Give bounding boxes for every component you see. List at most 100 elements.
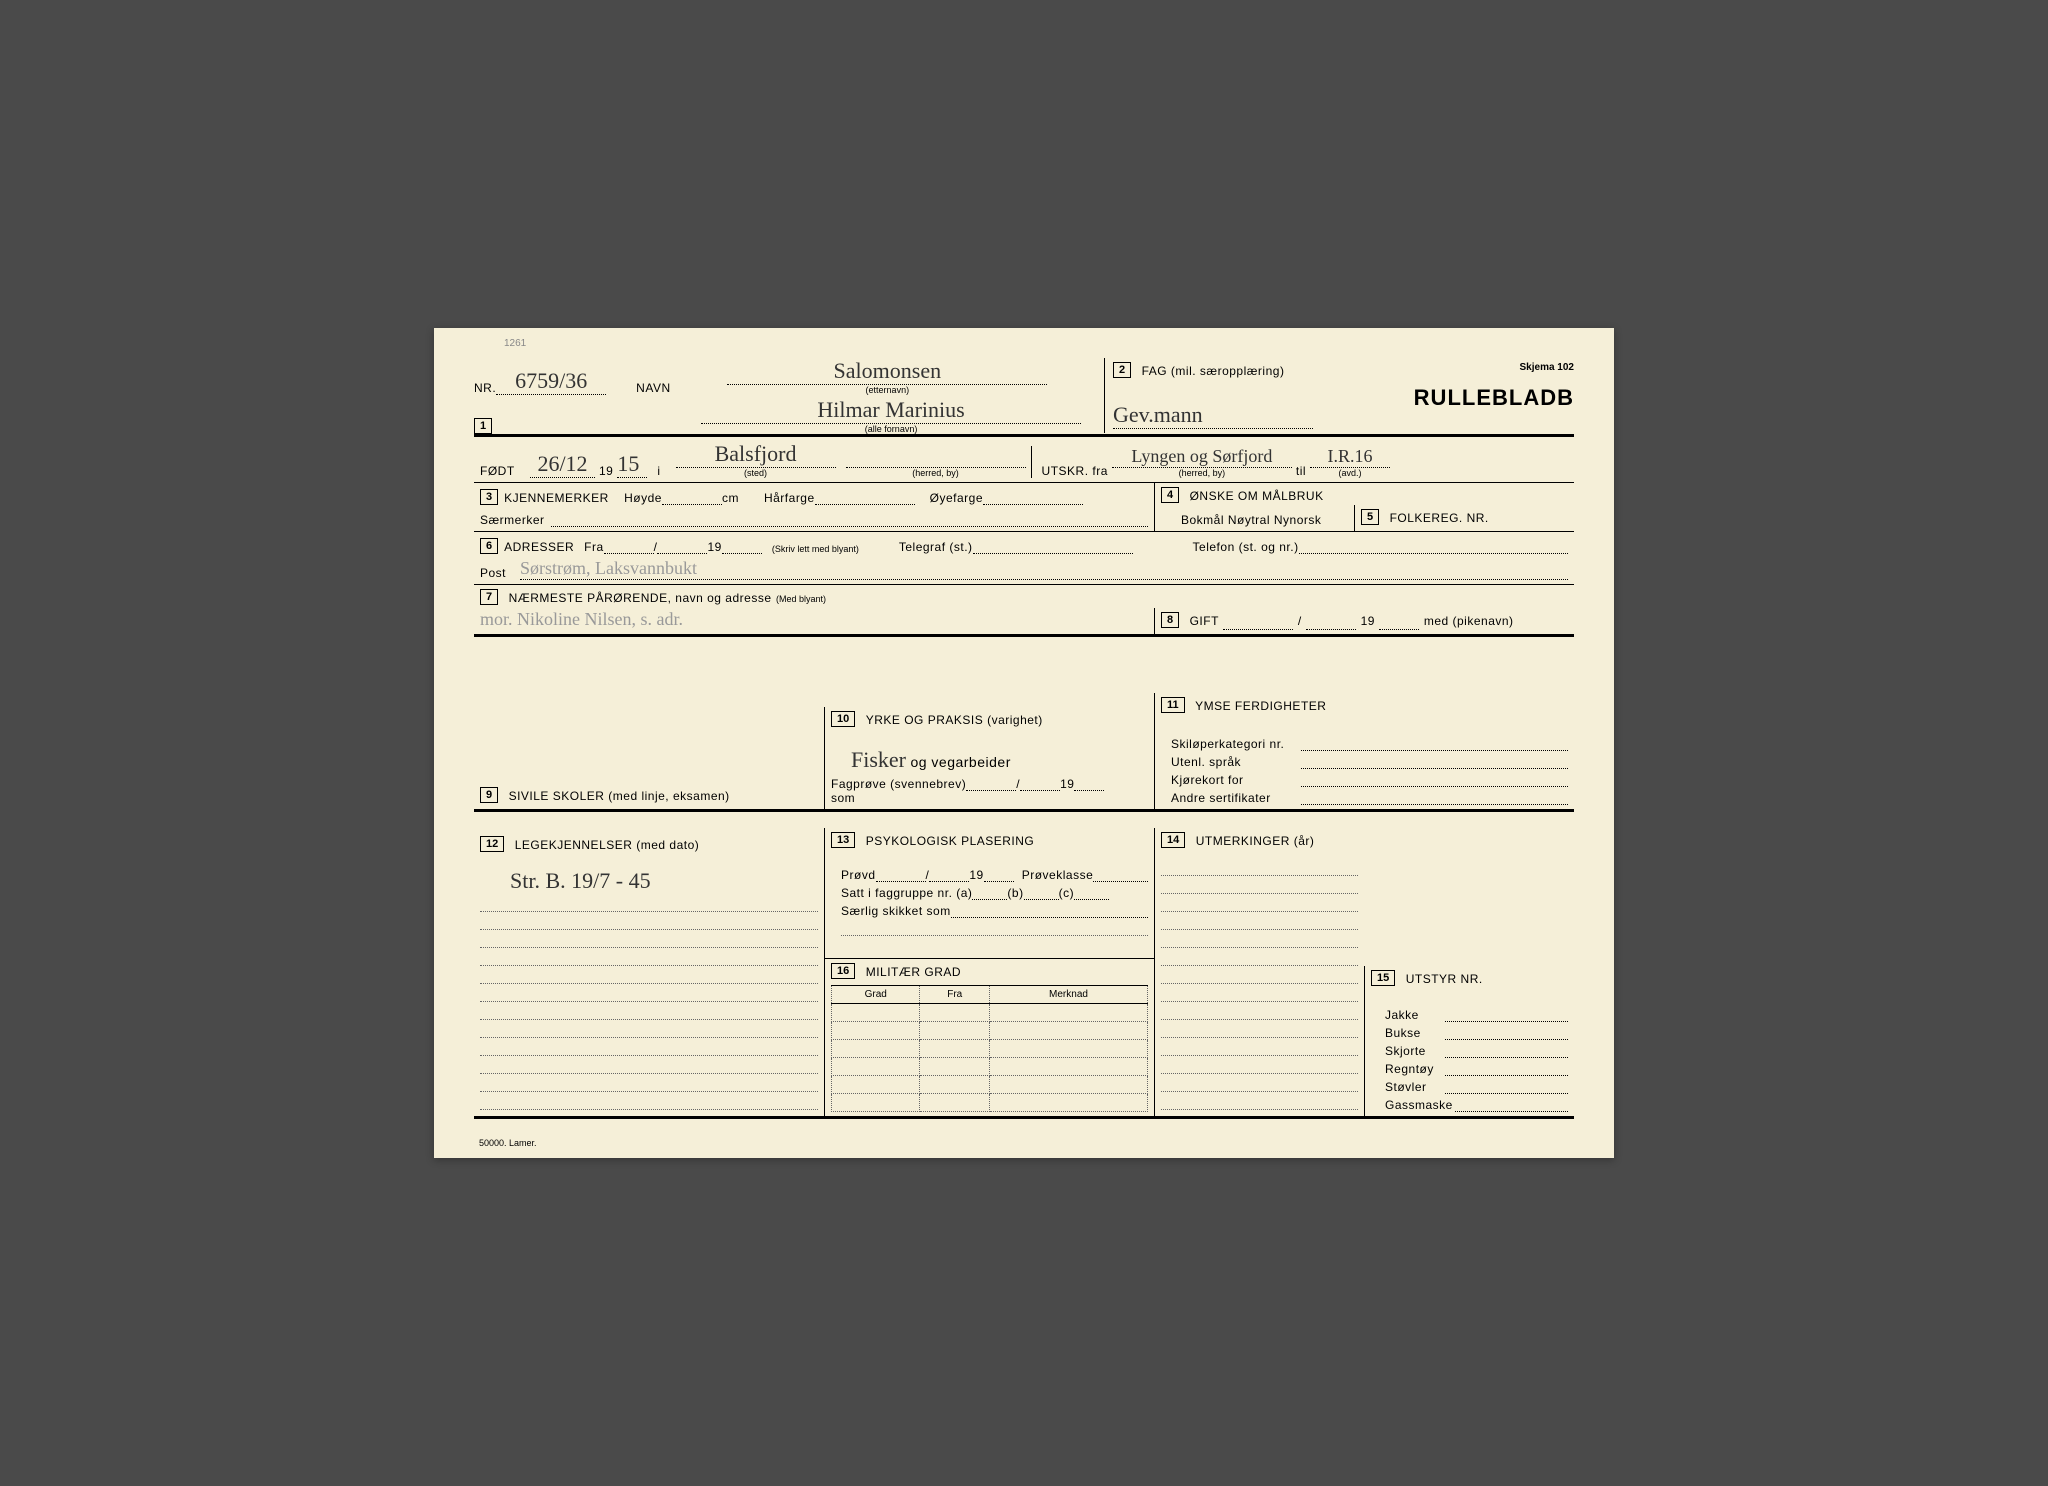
- box10-year-prefix: 19: [1060, 777, 1074, 791]
- box8-year-prefix: 19: [1361, 614, 1375, 628]
- box13-year-prefix: 19: [969, 868, 983, 882]
- form-title: RULLEBLAD: [1414, 385, 1557, 410]
- til-label: til: [1296, 464, 1306, 478]
- surname-value: Salomonsen: [727, 358, 1047, 385]
- stovler-label: Støvler: [1385, 1080, 1445, 1094]
- harfarge-label: Hårfarge: [764, 491, 815, 505]
- box9-label: SIVILE SKOLER (med linje, eksamen): [509, 789, 730, 803]
- telefon-label: Telefon (st. og nr.): [1193, 540, 1299, 554]
- nr-label: NR.: [474, 381, 496, 395]
- c-label: (c): [1059, 886, 1075, 900]
- box9-num: 9: [480, 787, 498, 803]
- b-label: (b): [1007, 886, 1023, 900]
- box12-num: 12: [480, 836, 504, 852]
- fodt-year: 15: [617, 451, 647, 478]
- box4-options: Bokmål Nøytral Nynorsk: [1161, 513, 1348, 527]
- firstname-sublabel: (alle fornavn): [678, 424, 1104, 434]
- header-row: NR. 6759/36 NAVN Salomonsen (etternavn) …: [474, 358, 1574, 434]
- box11-num: 11: [1161, 697, 1185, 713]
- box8-label: GIFT: [1190, 614, 1219, 628]
- box10-label: YRKE OG PRAKSIS (varighet): [866, 713, 1043, 727]
- skjema-label: Skjema 102: [1334, 362, 1574, 373]
- gassmaske-label: Gassmaske: [1385, 1098, 1455, 1112]
- fra-col: Fra: [920, 986, 990, 1004]
- box3-label: KJENNEMERKER: [504, 491, 624, 505]
- box2-label: FAG (mil. særopplæring): [1142, 364, 1285, 378]
- jakke-label: Jakke: [1385, 1008, 1445, 1022]
- fodt-year-prefix: 19: [599, 464, 613, 478]
- skjorte-label: Skjorte: [1385, 1044, 1445, 1058]
- pencil-note: 1261: [504, 338, 526, 349]
- box7-value: mor. Nikoline Nilsen, s. adr.: [480, 609, 1148, 630]
- utskr-value: Lyngen og Sørfjord: [1112, 446, 1292, 468]
- box10-num: 10: [831, 711, 855, 727]
- provd-label: Prøvd: [841, 868, 876, 882]
- box5-label: FOLKEREG. NR.: [1390, 511, 1489, 525]
- til-value: I.R.16: [1310, 446, 1390, 468]
- box8-num: 8: [1161, 612, 1179, 628]
- cm-label: cm: [722, 491, 739, 505]
- box12-value: Str. B. 19/7 - 45: [480, 868, 651, 894]
- som-label: som: [831, 791, 1148, 805]
- row-9-10-11: 9 SIVILE SKOLER (med linje, eksamen) 10 …: [474, 634, 1574, 809]
- merknad-col: Merknad: [989, 986, 1147, 1004]
- firstname-value: Hilmar Marinius: [701, 397, 1081, 424]
- fra-label: Fra: [584, 540, 604, 554]
- bukse-label: Bukse: [1385, 1026, 1445, 1040]
- fagprove-label: Fagprøve (svennebrev): [831, 777, 966, 791]
- box16-num: 16: [831, 963, 855, 979]
- box2-value: Gev.mann: [1113, 402, 1313, 429]
- box16-label: MILITÆR GRAD: [866, 965, 961, 979]
- footer-text: 50000. Lamer.: [479, 1138, 537, 1148]
- nr-value: 6759/36: [496, 368, 606, 395]
- box7-label: NÆRMESTE PÅRØRENDE, navn og adresse: [509, 591, 772, 605]
- box13-label: PSYKOLOGISK PLASERING: [866, 834, 1035, 848]
- sprak-label: Utenl. språk: [1171, 755, 1301, 769]
- kjorekort-label: Kjørekort for: [1171, 773, 1301, 787]
- navn-label: NAVN: [636, 381, 670, 395]
- fodt-label: FØDT: [480, 464, 530, 478]
- row-3-4-5: 3 KJENNEMERKER Høyde cm Hårfarge Øyefarg…: [474, 482, 1574, 531]
- box12-label: LEGEKJENNELSER (med dato): [515, 838, 700, 852]
- box4-num: 4: [1161, 487, 1179, 503]
- satt-label: Satt i faggruppe nr. (a): [841, 886, 972, 900]
- box10-value-print: og vegarbeider: [910, 754, 1010, 770]
- saerlig-label: Særlig skikket som: [841, 904, 951, 918]
- box2-num: 2: [1113, 362, 1131, 378]
- herred-sub: (herred, by): [841, 468, 1031, 478]
- fodt-i: i: [657, 464, 660, 478]
- hoyde-label: Høyde: [624, 491, 662, 505]
- box15-label: UTSTYR NR.: [1406, 972, 1483, 986]
- row-12-16: 12 LEGEKJENNELSER (med dato) Str. B. 19/…: [474, 809, 1574, 1119]
- box3-num: 3: [480, 489, 498, 505]
- box14-num: 14: [1161, 832, 1185, 848]
- sertifikat-label: Andre sertifikater: [1171, 791, 1301, 805]
- fodt-row: FØDT 26/12 19 15 i Balsfjord (sted) (her…: [474, 434, 1574, 482]
- box11-label: YMSE FERDIGHETER: [1195, 699, 1326, 713]
- form-card: 1261 NR. 6759/36 NAVN Salomonsen (ettern…: [434, 328, 1614, 1158]
- utskr-sub: (herred, by): [1112, 468, 1292, 478]
- box7-sub: (Med blyant): [776, 594, 826, 604]
- saermerker-label: Særmerker: [480, 513, 545, 527]
- ski-label: Skiløperkategori nr.: [1171, 737, 1301, 751]
- surname-sublabel: (etternavn): [671, 385, 1104, 395]
- post-label: Post: [480, 566, 520, 580]
- oyefarge-label: Øyefarge: [930, 491, 983, 505]
- post-value: Sørstrøm, Laksvannbukt: [520, 558, 1568, 580]
- fodt-day: 26/12: [530, 451, 595, 478]
- sted-sub: (sted): [671, 468, 841, 478]
- box5-num: 5: [1361, 509, 1379, 525]
- row-6: 6 ADRESSER Fra / 19 (Skriv lett med blya…: [474, 531, 1574, 584]
- proveklasse-label: Prøveklasse: [1022, 868, 1094, 882]
- box15-num: 15: [1371, 970, 1395, 986]
- box6-label: ADRESSER: [504, 540, 584, 554]
- box6-year-prefix: 19: [707, 540, 721, 554]
- utskr-label: UTSKR. fra: [1042, 464, 1108, 478]
- box6-num: 6: [480, 538, 498, 554]
- skriv-sub: (Skriv lett med blyant): [772, 544, 859, 554]
- box14-label: UTMERKINGER (år): [1196, 834, 1315, 848]
- med-label: med (pikenavn): [1424, 614, 1514, 628]
- box1-num: 1: [474, 418, 492, 434]
- box7-num: 7: [480, 589, 498, 605]
- grad-table: Grad Fra Merknad: [831, 985, 1148, 1112]
